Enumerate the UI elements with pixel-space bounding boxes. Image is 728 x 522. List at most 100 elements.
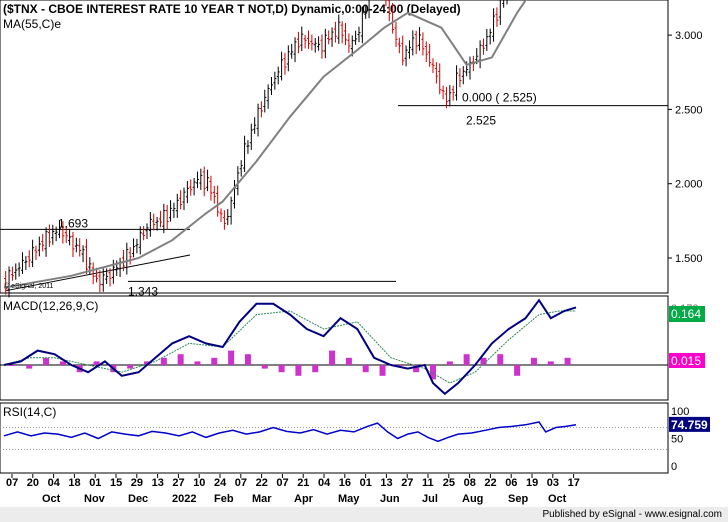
x-month-label: 2022 — [172, 493, 196, 505]
candle — [64, 226, 68, 243]
candle — [404, 45, 408, 67]
candle — [313, 38, 317, 53]
price-tick-label: 2.000 — [675, 179, 703, 191]
macd-histogram-bar — [379, 365, 386, 376]
candle — [219, 208, 223, 222]
macd-histogram-bar — [261, 365, 268, 369]
macd-histogram-bar — [463, 354, 470, 365]
candle — [296, 31, 300, 54]
x-tick-label: 19 — [526, 477, 538, 489]
candle — [169, 200, 173, 222]
candle — [253, 117, 257, 134]
candle — [239, 160, 243, 177]
candle — [232, 179, 236, 209]
candle — [61, 221, 65, 244]
candle — [189, 179, 193, 196]
candle — [391, 2, 395, 34]
candle — [125, 242, 129, 275]
x-tick-label: 29 — [131, 477, 143, 489]
candle — [468, 56, 472, 80]
macd-histogram-bar — [9, 365, 16, 366]
x-month-label: Dec — [128, 493, 148, 505]
candle — [68, 228, 72, 246]
candle — [290, 43, 294, 59]
candle — [357, 26, 361, 43]
ma-label: MA(55,C)e — [3, 17, 61, 31]
candle — [37, 236, 41, 257]
candle — [327, 30, 331, 45]
candle — [199, 168, 203, 190]
candle — [407, 40, 411, 59]
x-tick-label: 13 — [152, 477, 164, 489]
macd-histogram-bar — [530, 357, 537, 365]
candle — [229, 196, 233, 225]
candle — [145, 223, 149, 239]
candle — [212, 185, 216, 204]
candle — [401, 35, 405, 66]
x-tick-label: 27 — [401, 477, 413, 489]
candle — [165, 204, 169, 230]
macd-value-box — [669, 306, 705, 322]
candle — [226, 208, 230, 226]
price-y-axis: 1.5002.0002.5003.0003.5004.0004.5004.226… — [668, 30, 703, 265]
candle — [273, 71, 277, 90]
candle — [31, 239, 35, 268]
candle — [498, 0, 502, 25]
candle — [172, 202, 176, 219]
candle — [360, 6, 364, 44]
candle — [78, 238, 82, 257]
footer-bar — [0, 507, 728, 522]
candle — [236, 166, 240, 196]
candle — [364, 5, 368, 19]
candle — [444, 86, 448, 109]
candle — [128, 247, 132, 265]
hist-value: 0.015 — [671, 354, 701, 368]
candle — [51, 224, 55, 245]
macd-histogram-bar — [160, 357, 167, 365]
candle — [300, 26, 304, 52]
macd-histogram-bar — [497, 354, 504, 365]
candle — [179, 190, 183, 210]
candle — [259, 101, 263, 118]
candle — [44, 227, 48, 257]
candle — [14, 263, 18, 280]
macd-histogram-bar — [396, 365, 403, 366]
x-tick-label: 01 — [89, 477, 101, 489]
candle — [303, 34, 307, 49]
macd-histogram-bar — [144, 361, 150, 365]
macd-histogram-bar — [514, 365, 521, 376]
rsi-panel-frame — [0, 402, 669, 474]
candle — [202, 166, 206, 197]
label-2525: 2.525 — [466, 114, 496, 128]
macd-histogram-bar — [295, 365, 302, 376]
candle — [461, 66, 465, 85]
macd-histogram-bar — [278, 365, 285, 373]
candle — [216, 185, 220, 217]
x-tick-label: 04 — [48, 477, 61, 489]
x-tick-label: 04 — [318, 477, 331, 489]
candle — [448, 85, 452, 107]
candle — [481, 38, 485, 55]
candle — [367, 0, 370, 19]
macd-histogram-bar — [194, 361, 201, 365]
candle — [34, 245, 38, 261]
candle — [438, 63, 442, 95]
candle — [431, 58, 435, 73]
candle — [354, 30, 358, 45]
label-1693: 1.693 — [58, 216, 88, 230]
price-tick-label: 2.500 — [675, 104, 703, 116]
macd-histogram-bar — [127, 365, 134, 369]
candle — [95, 267, 99, 283]
candle — [4, 271, 8, 295]
candle — [54, 226, 58, 242]
candle — [155, 216, 159, 231]
label-1343: 1.343 — [128, 284, 158, 298]
candle — [27, 250, 31, 268]
rsi-panel-label: RSI(14,C) — [3, 405, 56, 419]
candle — [293, 37, 297, 63]
candle — [424, 41, 428, 63]
candle — [458, 68, 462, 88]
macd-histogram-bar — [345, 357, 352, 365]
x-month-label: Feb — [214, 493, 234, 505]
